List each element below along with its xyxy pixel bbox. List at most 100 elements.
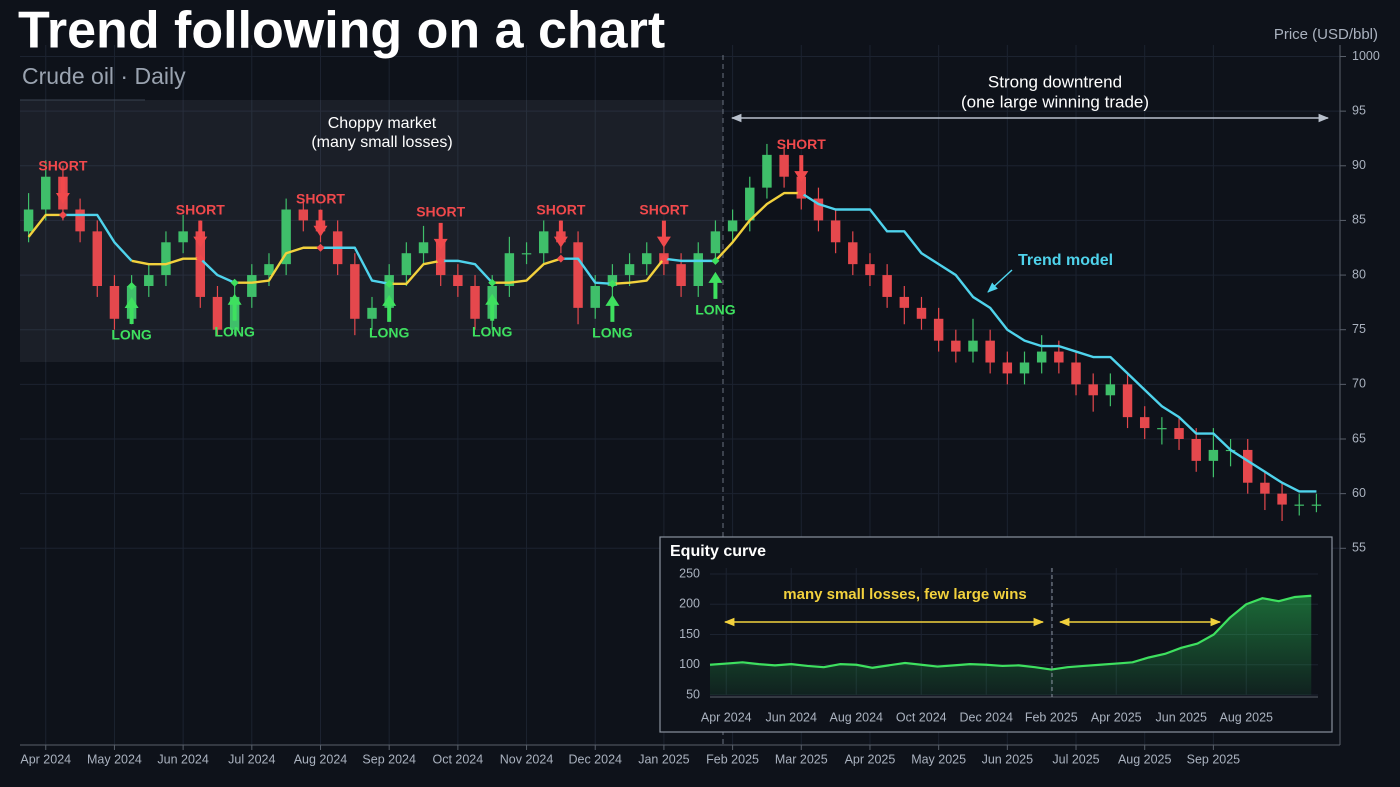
y-axis-label: Price (USD/bbl)	[1274, 26, 1378, 43]
candle-body	[693, 253, 703, 286]
trend-line	[199, 257, 236, 284]
y-tick-label: 60	[1352, 486, 1366, 500]
equity-area	[710, 595, 1312, 695]
x-tick-label: Jun 2025	[982, 752, 1033, 766]
candle-body	[727, 220, 738, 232]
candle-body	[796, 176, 807, 199]
signal-label: LONG	[472, 323, 513, 339]
x-tick-label: May 2025	[911, 752, 966, 766]
signal-marker	[436, 256, 445, 265]
y-tick-label: 80	[1352, 267, 1366, 281]
candle-body	[916, 307, 927, 319]
x-tick-label: Aug 2025	[1118, 752, 1172, 766]
signal-marker	[797, 189, 806, 198]
signal-marker	[385, 279, 394, 288]
signal-marker	[58, 210, 67, 219]
trend-line	[62, 213, 133, 262]
candle-body	[92, 231, 102, 286]
y-tick-label: 90	[1352, 158, 1366, 172]
candle-body	[41, 176, 51, 210]
y-tick-label: 95	[1352, 103, 1366, 117]
y-tick-label: 50	[686, 687, 700, 701]
grid: 50 100 150 200 250 Apr 2024 Jun 2024 Aug 2024 Oc…	[679, 566, 1318, 724]
signal-marker	[556, 254, 565, 263]
candle-body	[195, 231, 206, 297]
x-tick-label: May 2024	[87, 752, 142, 766]
x-tick-label: Apr 2024	[20, 752, 71, 766]
x-tick-label: Dec 2024	[959, 710, 1013, 724]
signal-arrow	[227, 293, 242, 321]
candle-body	[1294, 504, 1304, 506]
signal-label: LONG	[369, 325, 410, 341]
candle-body	[109, 286, 120, 319]
signal-arrow	[433, 222, 448, 250]
candle-body	[212, 296, 223, 330]
candle-body	[1277, 493, 1287, 505]
x-tick-label: Oct 2024	[896, 710, 947, 724]
equity-marks	[709, 594, 1312, 695]
signal-label: SHORT	[296, 190, 345, 206]
x-tick-label: Aug 2024	[294, 752, 348, 766]
y-tick-label: 85	[1352, 213, 1366, 227]
signal-arrow	[193, 220, 208, 248]
x-tick-label: Jun 2024	[157, 752, 208, 766]
trend-line	[131, 257, 201, 266]
signal-arrow	[124, 297, 139, 324]
candle-body	[144, 275, 154, 286]
candle-body	[865, 264, 875, 276]
signal-marker	[711, 256, 720, 265]
signal-arrow	[605, 294, 620, 322]
candle-body	[899, 296, 910, 308]
signal-arrow	[553, 220, 568, 248]
signal-marker	[127, 282, 136, 290]
candle-body	[676, 264, 686, 286]
candle-body	[1105, 384, 1116, 396]
signal-label: LONG	[592, 325, 633, 341]
signal-label: LONG	[214, 323, 255, 339]
signal-arrow	[794, 155, 809, 183]
signal-label: SHORT	[639, 201, 688, 217]
candle-body	[384, 275, 394, 308]
x-tick-label: Jun 2024	[766, 710, 817, 724]
signal-arrow	[313, 209, 328, 237]
candle-body	[1054, 351, 1064, 363]
x-tick-label: Jul 2025	[1052, 752, 1099, 766]
candle-body	[985, 340, 995, 363]
candle-body	[1260, 482, 1270, 494]
x-tick-label: Apr 2025	[1091, 710, 1142, 724]
candle-body	[418, 242, 429, 254]
candle-body	[1311, 504, 1322, 506]
signal-arrow	[485, 293, 500, 321]
candle-body	[23, 209, 34, 232]
x-tick-label: Aug 2024	[829, 710, 883, 724]
candle-body	[504, 253, 515, 286]
candle-body	[573, 242, 583, 308]
grid: 1000 95 90 85 80 75 70 65 60 55 Apr 2024 May 2024 Ju…	[20, 45, 1380, 766]
annotation-note: (many small losses)	[311, 134, 452, 151]
y-tick-label: 1000	[1352, 49, 1380, 63]
inset-title: Equity curve	[670, 543, 766, 560]
y-tick-label: 65	[1352, 431, 1366, 445]
candle-body	[1191, 439, 1201, 461]
candle-body	[1174, 428, 1184, 439]
candle-body	[745, 187, 755, 221]
candle-body	[350, 264, 360, 319]
trend-line	[440, 259, 494, 284]
signal-label: SHORT	[38, 158, 87, 174]
x-tick-label: Sep 2024	[362, 752, 416, 766]
x-tick-label: Jul 2024	[228, 752, 275, 766]
signal-arrow	[55, 176, 70, 204]
trend-line	[663, 257, 716, 263]
signal-arrow	[656, 220, 671, 248]
candle-body	[161, 242, 171, 276]
x-tick-label: Mar 2025	[775, 752, 828, 766]
annotation-title: Choppy market	[328, 115, 437, 132]
signal-marker	[316, 243, 325, 252]
trend-line	[492, 257, 562, 284]
candle-body	[779, 154, 789, 177]
candle-body	[367, 307, 377, 319]
price-marks: SHORT LONG SHORT LONG SHORT LONG SHORT LONG SHOR…	[23, 136, 1322, 521]
candle-body	[75, 209, 85, 232]
